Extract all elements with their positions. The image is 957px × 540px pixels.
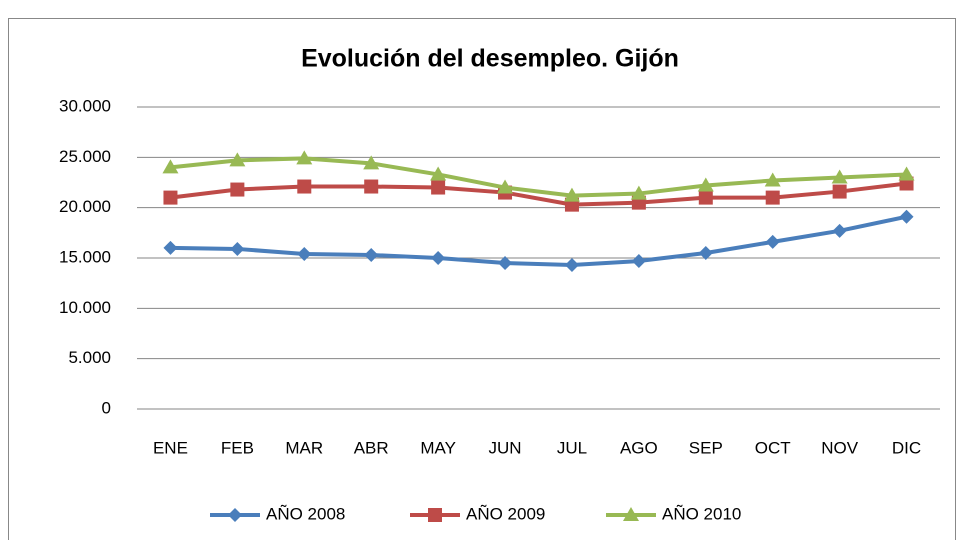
marker [630, 185, 647, 200]
y-tick-label: 10.000 [59, 298, 111, 317]
marker [899, 209, 914, 224]
marker [698, 190, 713, 205]
legend-label: AÑO 2008 [266, 504, 345, 523]
y-tick-label: 20.000 [59, 197, 111, 216]
marker [229, 152, 246, 167]
marker [297, 179, 312, 194]
marker [697, 177, 714, 192]
marker [898, 166, 915, 181]
legend-label: AÑO 2010 [662, 504, 741, 523]
marker [363, 155, 380, 170]
marker [563, 187, 580, 202]
line [170, 214, 907, 268]
x-tick-label: JUL [557, 438, 587, 457]
marker [296, 150, 313, 165]
legend-marker [228, 508, 242, 522]
marker [162, 159, 179, 174]
x-tick-label: SEP [689, 438, 723, 457]
marker [631, 254, 646, 269]
marker [497, 179, 514, 194]
y-tick-label: 25.000 [59, 147, 111, 166]
marker [430, 166, 447, 181]
marker [230, 182, 245, 197]
marker [431, 180, 446, 195]
x-tick-label: MAY [420, 438, 456, 457]
marker [364, 179, 379, 194]
marker [564, 258, 579, 273]
x-tick-label: AGO [620, 438, 658, 457]
y-tick-label: 15.000 [59, 247, 111, 266]
marker [163, 240, 178, 255]
marker [831, 169, 848, 184]
marker [832, 184, 847, 199]
marker [297, 246, 312, 261]
legend-marker [623, 507, 639, 521]
x-tick-label: OCT [755, 438, 791, 457]
y-tick-label: 5.000 [68, 348, 111, 367]
chart-title: Evolución del desempleo. Gijón [301, 45, 679, 73]
chart-frame [8, 18, 956, 540]
marker [698, 245, 713, 260]
marker [832, 223, 847, 238]
marker [498, 256, 513, 271]
legend-marker [428, 508, 442, 522]
x-tick-label: DIC [892, 438, 921, 457]
x-tick-label: ABR [354, 438, 389, 457]
marker [230, 241, 245, 256]
x-tick-label: NOV [821, 438, 859, 457]
x-tick-label: ENE [153, 438, 188, 457]
marker [765, 190, 780, 205]
marker [765, 234, 780, 249]
x-tick-label: JUN [489, 438, 522, 457]
x-tick-label: FEB [221, 438, 254, 457]
y-tick-label: 0 [102, 398, 111, 417]
legend-label: AÑO 2009 [466, 504, 545, 523]
marker [764, 172, 781, 187]
y-tick-label: 30.000 [59, 96, 111, 115]
line [170, 156, 907, 198]
x-tick-label: MAR [285, 438, 323, 457]
line [170, 181, 907, 207]
marker [163, 190, 178, 205]
marker [431, 251, 446, 265]
marker [364, 247, 379, 262]
